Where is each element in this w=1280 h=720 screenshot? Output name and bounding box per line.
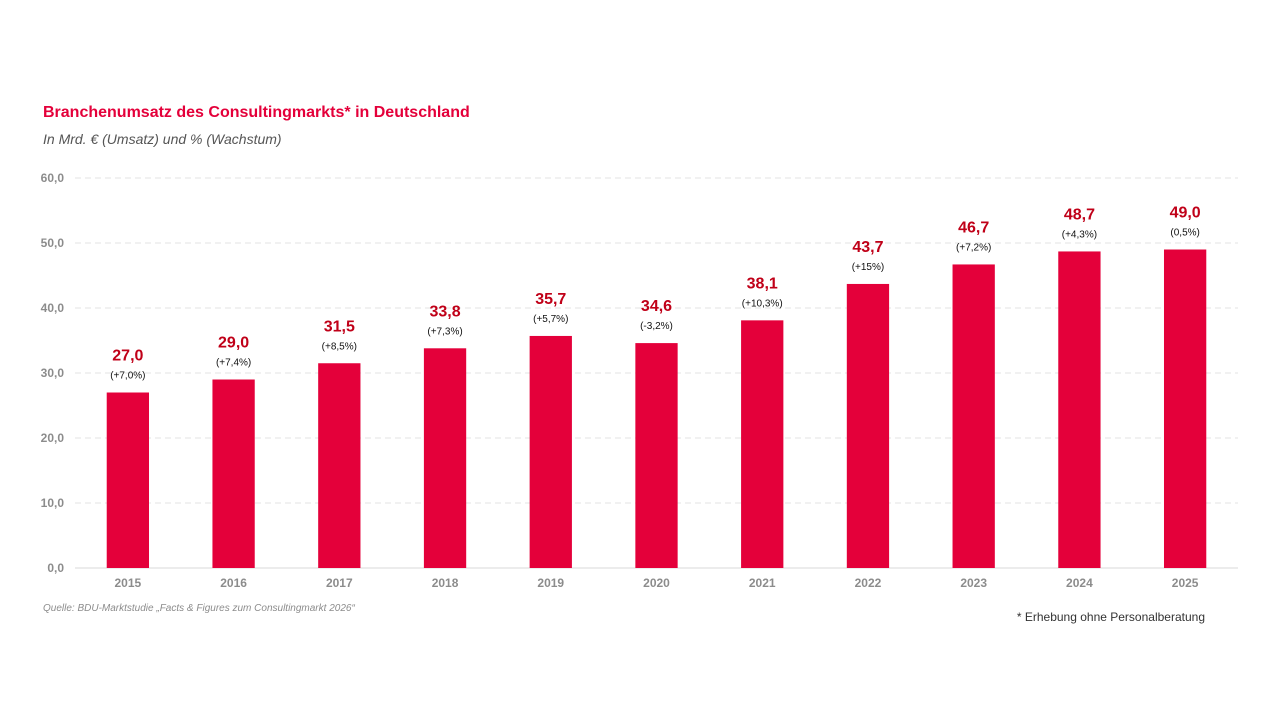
y-tick-label: 40,0 <box>41 301 65 315</box>
x-tick-label: 2019 <box>537 576 564 590</box>
value-label: 33,8 <box>429 303 460 320</box>
value-label: 48,7 <box>1064 206 1095 223</box>
x-tick-label: 2022 <box>855 576 882 590</box>
value-label: 29,0 <box>218 335 249 352</box>
x-tick-label: 2018 <box>432 576 459 590</box>
x-tick-label: 2021 <box>749 576 776 590</box>
bar <box>423 348 467 568</box>
growth-label: (+10,3%) <box>742 298 783 309</box>
growth-label: (+15%) <box>852 262 885 273</box>
bar <box>1163 249 1207 568</box>
value-label: 43,7 <box>852 239 883 256</box>
footnote: * Erhebung ohne Personalberatung <box>1016 610 1205 624</box>
x-tick-label: 2024 <box>1066 576 1093 590</box>
bar <box>106 392 150 568</box>
growth-label: (+5,7%) <box>533 314 568 325</box>
bar <box>741 320 784 568</box>
growth-label: (0,5%) <box>1170 228 1199 239</box>
source-note: Quelle: BDU-Marktstudie „Facts & Figures… <box>43 603 355 614</box>
x-tick-label: 2020 <box>643 576 670 590</box>
bar <box>952 264 995 568</box>
bar <box>846 283 890 568</box>
bar <box>212 379 255 568</box>
y-tick-label: 60,0 <box>41 171 65 185</box>
y-tick-label: 30,0 <box>41 366 65 380</box>
growth-label: (-3,2%) <box>640 321 673 332</box>
value-label: 38,1 <box>747 275 778 292</box>
x-tick-label: 2025 <box>1172 576 1199 590</box>
value-label: 35,7 <box>535 291 566 308</box>
growth-label: (+7,0%) <box>110 371 145 382</box>
growth-label: (+7,3%) <box>427 326 462 337</box>
x-tick-label: 2017 <box>326 576 353 590</box>
bar <box>529 335 572 568</box>
chart-subtitle: In Mrd. € (Umsatz) und % (Wachstum) <box>43 131 282 147</box>
x-tick-label: 2015 <box>115 576 142 590</box>
growth-label: (+8,5%) <box>322 341 357 352</box>
y-tick-label: 50,0 <box>41 236 65 250</box>
growth-label: (+7,2%) <box>956 242 991 253</box>
y-tick-label: 10,0 <box>41 496 65 510</box>
value-label: 34,6 <box>641 298 672 315</box>
y-tick-label: 20,0 <box>41 431 65 445</box>
growth-label: (+7,4%) <box>216 358 251 369</box>
value-label: 31,5 <box>324 318 355 335</box>
value-label: 27,0 <box>112 348 143 365</box>
bar <box>1058 251 1101 568</box>
value-label: 46,7 <box>958 219 989 236</box>
growth-label: (+4,3%) <box>1062 229 1097 240</box>
chart-title: Branchenumsatz des Consultingmarkts* in … <box>43 104 470 121</box>
x-tick-label: 2016 <box>220 576 247 590</box>
x-tick-label: 2023 <box>960 576 987 590</box>
bar <box>318 363 361 568</box>
value-label: 49,0 <box>1170 205 1201 222</box>
bar <box>635 343 678 568</box>
y-tick-label: 0,0 <box>47 561 64 575</box>
